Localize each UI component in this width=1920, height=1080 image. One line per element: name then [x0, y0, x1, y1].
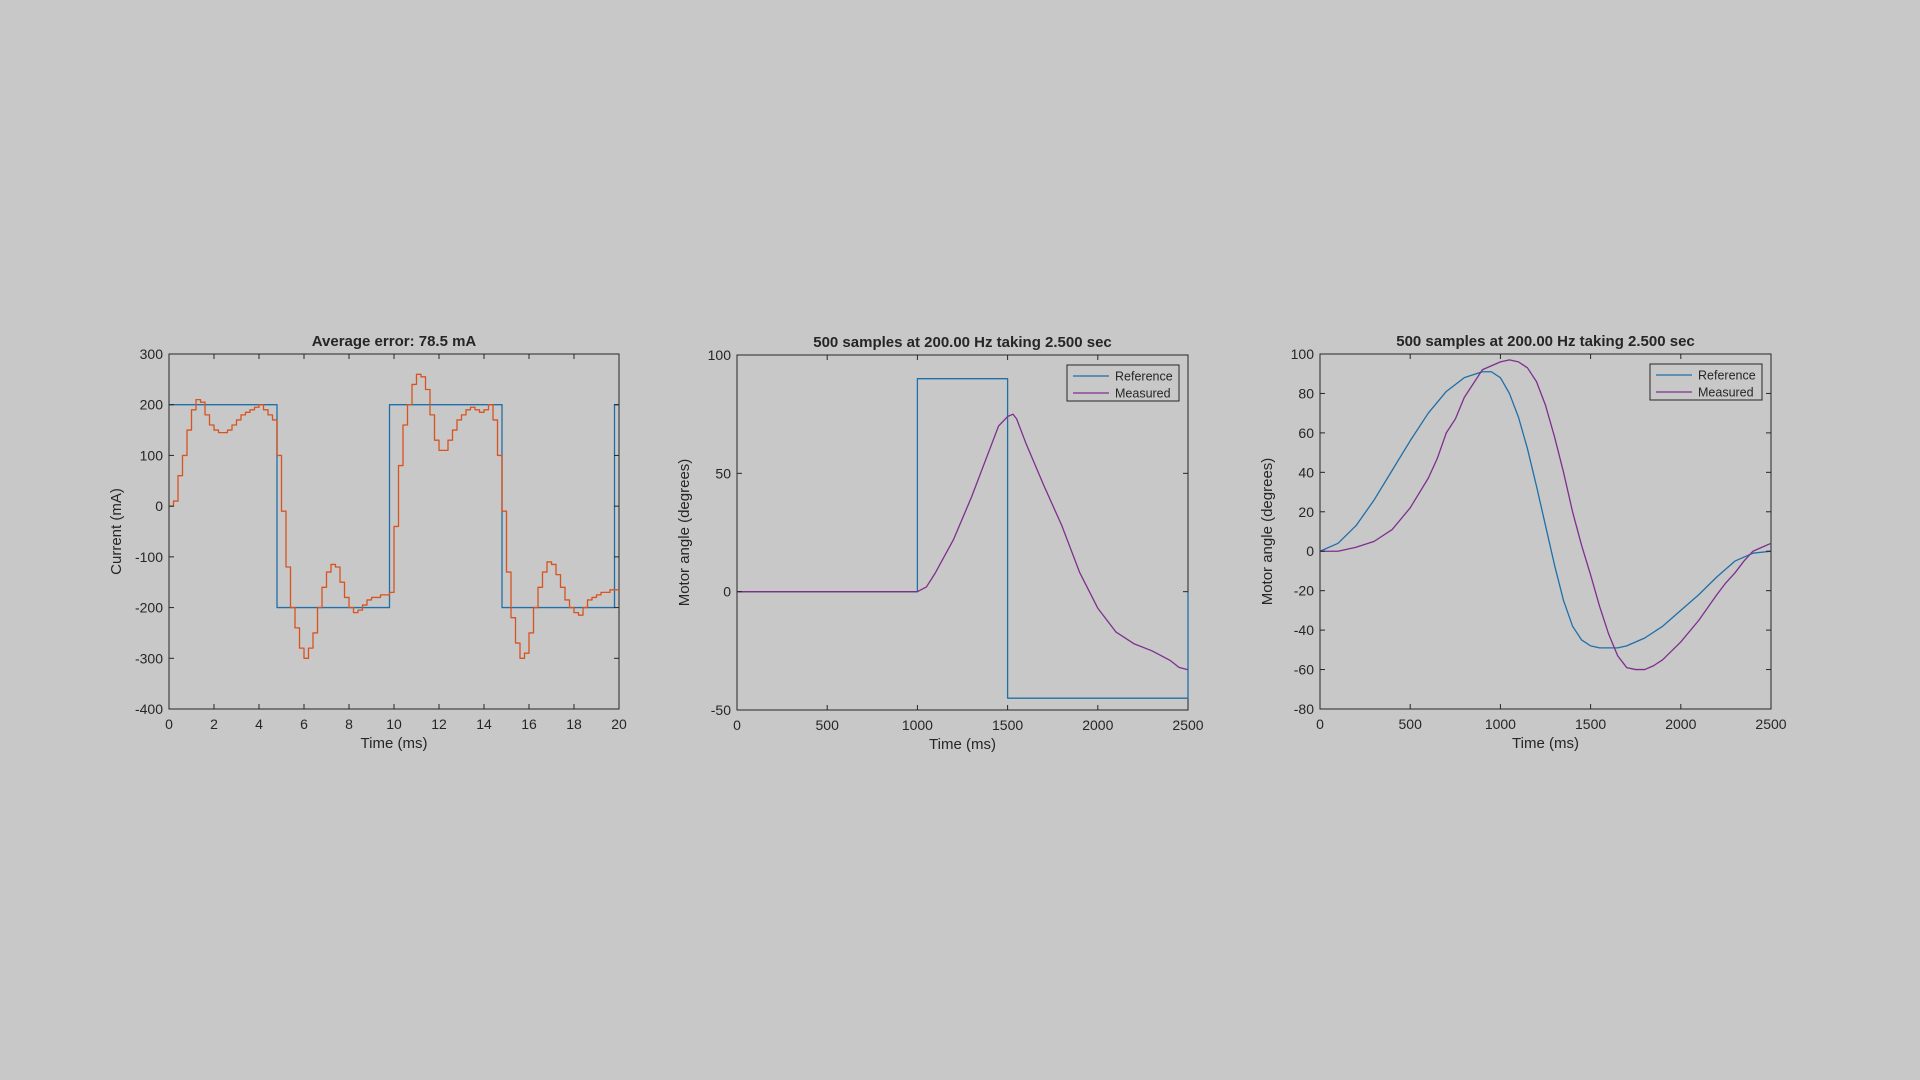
y-tick-label: 60	[1298, 425, 1314, 441]
x-tick-label: 500	[816, 717, 840, 733]
series-line-reference	[737, 378, 1189, 699]
series-line-measured	[1320, 359, 1772, 671]
series-line-reference	[1319, 371, 1772, 649]
series-line-measured	[169, 373, 619, 659]
y-tick-label: -200	[135, 600, 163, 616]
x-tick-label: 14	[476, 716, 492, 732]
chart-1: 0 2 4 6 8 10 12 14 16 18 20 -400 -300 -200 -100 0 100 200…	[108, 333, 627, 752]
y-tick-label: -100	[135, 549, 163, 565]
y-tick-label: -300	[135, 650, 163, 666]
y-tick-label: 100	[708, 347, 732, 363]
y-tick-label: -400	[135, 701, 163, 717]
x-tick-label: 6	[300, 716, 308, 732]
y-axis-label: Current (mA)	[108, 488, 125, 575]
legend-entry: Reference	[1698, 369, 1756, 383]
x-tick-label: 1000	[902, 717, 933, 733]
series-line-measured	[737, 413, 1189, 671]
x-tick-label: 8	[345, 716, 353, 732]
chart-title: 500 samples at 200.00 Hz taking 2.500 se…	[813, 334, 1112, 351]
x-tick-label: 10	[386, 716, 402, 732]
legend: Reference Measured	[1649, 363, 1763, 401]
y-tick-label: -60	[1294, 662, 1314, 678]
x-tick-label: 20	[611, 716, 627, 732]
x-tick-label: 2500	[1755, 716, 1786, 732]
y-tick-label: 0	[155, 498, 163, 514]
plot-area-frame	[736, 354, 1189, 711]
y-tick-label: -20	[1294, 583, 1314, 599]
legend: Reference Measured	[1066, 364, 1180, 402]
legend-box	[1066, 364, 1180, 402]
x-tick-label: 2	[210, 716, 218, 732]
y-tick-label: 300	[140, 346, 164, 362]
x-axis-label: Time (ms)	[1512, 735, 1579, 752]
x-tick-label: 2500	[1172, 717, 1203, 733]
legend-box	[1649, 363, 1763, 401]
legend-entry: Measured	[1115, 387, 1171, 401]
x-tick-label: 18	[566, 716, 582, 732]
y-tick-label: 0	[723, 584, 731, 600]
chart-3: 0 500 1000 1500 2000 2500 -80 -60 -40 -20 0 20 40 60 8…	[1259, 333, 1787, 752]
y-tick-label: 100	[1291, 346, 1315, 362]
x-axis-label: Time (ms)	[361, 735, 428, 752]
x-tick-label: 1500	[992, 717, 1023, 733]
y-tick-label: 0	[1306, 543, 1314, 559]
y-axis-label: Motor angle (degrees)	[1259, 458, 1276, 606]
x-tick-label: 12	[431, 716, 447, 732]
chart-title: Average error: 78.5 mA	[312, 333, 477, 350]
x-tick-label: 0	[733, 717, 741, 733]
x-tick-label: 2000	[1665, 716, 1696, 732]
y-tick-label: 50	[715, 465, 731, 481]
x-tick-label: 16	[521, 716, 537, 732]
y-tick-label: -50	[711, 702, 731, 718]
legend-entry: Reference	[1115, 370, 1173, 384]
legend-entry: Measured	[1698, 386, 1754, 400]
y-tick-label: 100	[140, 447, 164, 463]
y-tick-label: 200	[140, 397, 164, 413]
x-tick-label: 1000	[1485, 716, 1516, 732]
chart-title: 500 samples at 200.00 Hz taking 2.500 se…	[1396, 333, 1695, 350]
x-tick-label: 1500	[1575, 716, 1606, 732]
x-axis-label: Time (ms)	[929, 736, 996, 753]
x-tick-label: 2000	[1082, 717, 1113, 733]
y-axis-label: Motor angle (degrees)	[676, 459, 693, 607]
y-tick-label: 80	[1298, 385, 1314, 401]
x-tick-label: 0	[165, 716, 173, 732]
y-tick-label: 20	[1298, 504, 1314, 520]
x-tick-label: 4	[255, 716, 263, 732]
y-tick-label: 40	[1298, 464, 1314, 480]
y-tick-label: -40	[1294, 622, 1314, 638]
plot-area-frame	[1319, 353, 1772, 710]
y-tick-label: -80	[1294, 701, 1314, 717]
x-tick-label: 500	[1399, 716, 1423, 732]
x-tick-label: 0	[1316, 716, 1324, 732]
